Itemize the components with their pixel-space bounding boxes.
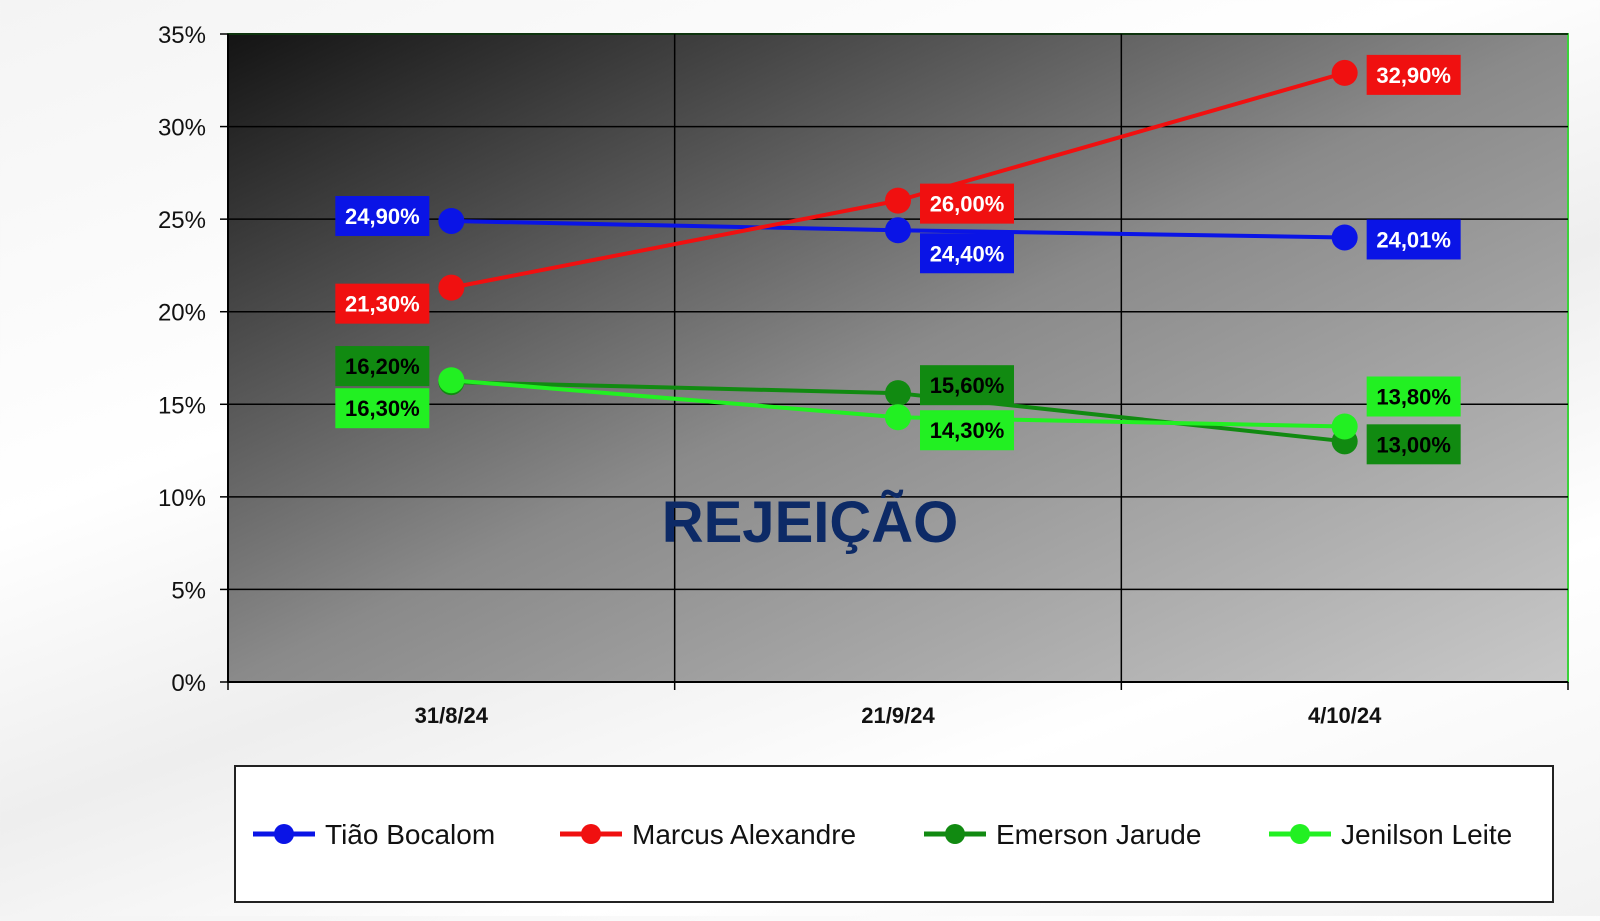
x-tick-label: 31/8/24 (415, 703, 489, 728)
chart-annotation: REJEIÇÃO (662, 490, 959, 555)
plot-area (227, 33, 1569, 683)
data-point (885, 404, 911, 431)
x-tick-label: 4/10/24 (1308, 703, 1382, 728)
legend-swatch-marker (1290, 824, 1310, 844)
data-label-box (335, 195, 430, 236)
data-label: 24,01% (1376, 227, 1451, 252)
data-point (885, 380, 911, 407)
y-tick-label: 15% (158, 392, 206, 419)
axis-layer: 0% 5% 10% 15% 20% 25% 30% 35% 31/8/24 21/9/24 4/10… (158, 22, 1569, 728)
data-label-box (920, 233, 1014, 274)
data-label-layer: 24,90% 24,40% 24,01% 21,30% 26,00% 32,90% 16,2… (335, 54, 1461, 465)
data-label-box (1366, 219, 1461, 260)
data-label-box (920, 183, 1014, 224)
data-label-box (1366, 424, 1461, 465)
data-label: 13,00% (1376, 432, 1451, 457)
data-label: 15,60% (930, 373, 1005, 398)
data-label: 16,30% (345, 396, 420, 421)
y-tick-label: 25% (158, 207, 206, 234)
data-label: 21,30% (345, 292, 420, 317)
data-point (438, 207, 465, 234)
y-tick-label: 5% (171, 577, 206, 604)
y-tick-label: 0% (171, 670, 206, 697)
data-label-box (335, 346, 430, 387)
data-point (438, 367, 465, 394)
legend-box (234, 765, 1554, 903)
legend-label: Jenilson Leite (1341, 819, 1512, 850)
legend-swatch-marker (945, 824, 965, 844)
data-point (885, 217, 911, 244)
legend-swatch-marker (274, 824, 294, 844)
data-label: 13,80% (1376, 385, 1451, 410)
data-label-box (335, 283, 430, 324)
y-tick-label: 35% (158, 22, 206, 49)
y-tick-label: 10% (158, 485, 206, 512)
data-label-box (335, 388, 430, 429)
data-label: 24,90% (345, 204, 420, 229)
data-label-box (920, 410, 1014, 451)
data-label-box (1366, 376, 1461, 417)
data-point (1331, 224, 1358, 251)
data-label: 32,90% (1376, 63, 1451, 88)
data-point (885, 187, 911, 214)
legend: Tião Bocalom Marcus Alexandre Emerson Jaru… (234, 765, 1554, 903)
legend-swatch-marker (581, 824, 601, 844)
data-point (438, 274, 465, 301)
data-point (1331, 59, 1358, 86)
data-point (1331, 413, 1358, 440)
x-tick-label: 21/9/24 (861, 703, 935, 728)
data-label-box (920, 365, 1014, 406)
legend-label: Tião Bocalom (325, 819, 495, 850)
series-layer (438, 59, 1358, 455)
y-tick-label: 30% (158, 115, 206, 142)
data-label: 16,20% (345, 354, 420, 379)
legend-label: Marcus Alexandre (632, 819, 856, 850)
legend-label: Emerson Jarude (996, 819, 1201, 850)
data-label: 14,30% (930, 418, 1005, 443)
data-label: 26,00% (930, 192, 1005, 217)
y-tick-label: 20% (158, 300, 206, 327)
data-label: 24,40% (930, 241, 1005, 266)
data-label-box (1366, 54, 1461, 95)
